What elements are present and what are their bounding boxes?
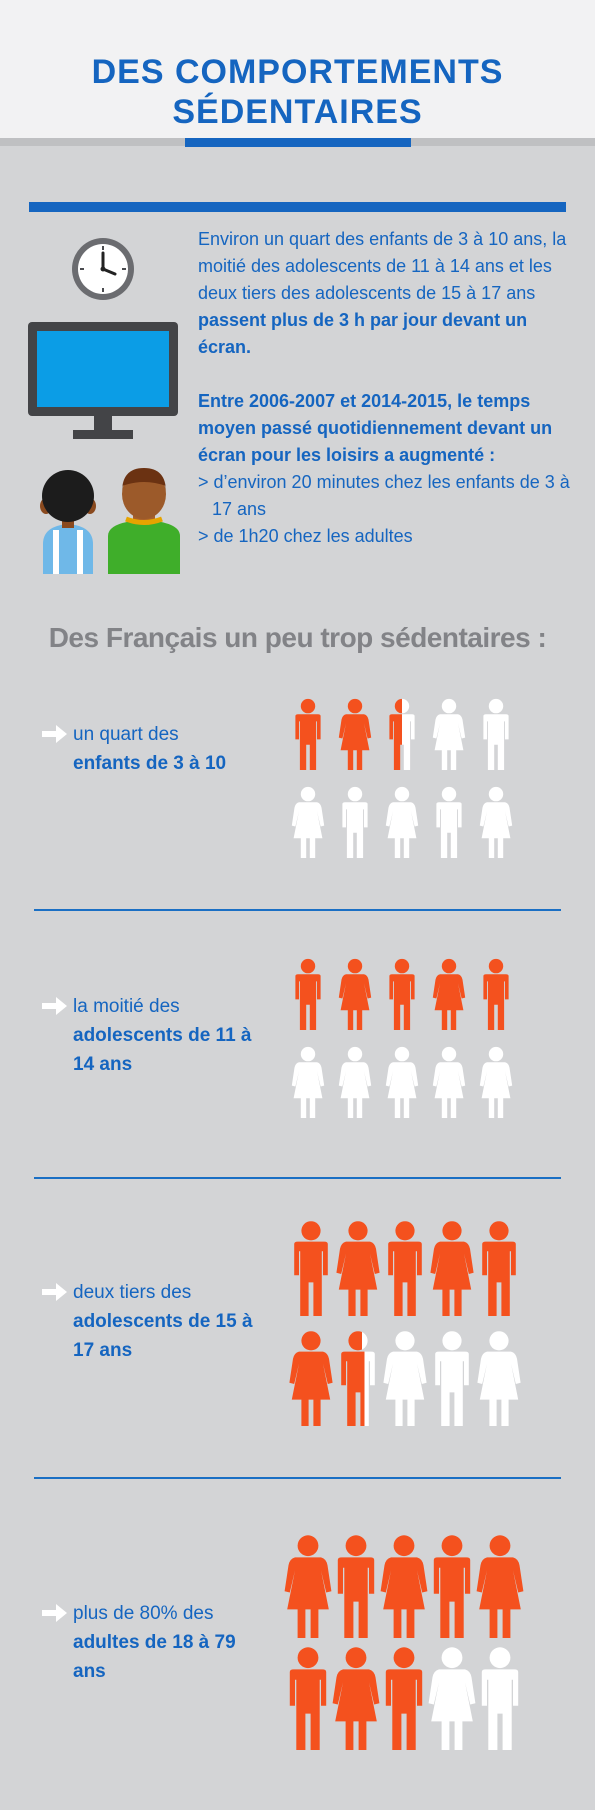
person-male-icon	[483, 698, 509, 770]
clock-icon	[72, 238, 134, 300]
person-female-icon	[476, 1535, 524, 1638]
stat-label-adults: plus de 80% des adultes de 18 à 79 ans	[42, 1599, 262, 1686]
person-female-icon	[338, 958, 372, 1030]
stat-text: deux tiers des adolescents de 15 à 17 ans	[73, 1278, 262, 1365]
arrow-right-icon	[42, 997, 67, 1015]
intro-p1-bold: passent plus de 3 h par jour devant un é…	[198, 310, 528, 357]
header-band	[0, 0, 595, 140]
arrow-right-icon	[42, 1604, 67, 1622]
person-male-icon	[481, 1647, 519, 1750]
person-male-icon	[482, 1221, 516, 1316]
person-female-icon	[332, 1647, 380, 1750]
people-grid-teens-11-14	[291, 958, 513, 1118]
arrow-right-icon	[42, 725, 67, 743]
intro-p2-bold: Entre 2006-2007 et 2014-2015, le temps m…	[198, 391, 553, 465]
person-female-icon	[380, 1535, 428, 1638]
person-female-icon	[385, 1046, 419, 1118]
person-female-icon	[432, 958, 466, 1030]
person-female-icon	[428, 1647, 476, 1750]
stat-label-teens-15-17: deux tiers des adolescents de 15 à 17 ans	[42, 1278, 262, 1365]
intro-p1-plain: Environ un quart des enfants de 3 à 10 a…	[198, 229, 567, 303]
person-male-icon	[435, 1331, 469, 1426]
person-female-icon	[432, 1046, 466, 1118]
person-male-icon	[389, 958, 415, 1030]
person-female-icon	[336, 1221, 380, 1316]
stat-bold: adultes de 18 à 79 ans	[73, 1632, 236, 1682]
page-title: DES COMPORTEMENTS SÉDENTAIRES	[0, 52, 595, 132]
person-female-icon	[289, 1331, 333, 1426]
stat-bold: enfants de 3 à 10	[73, 753, 227, 774]
person-male-icon	[294, 1221, 328, 1316]
person-female-icon	[479, 1046, 513, 1118]
monitor-icon	[28, 322, 178, 439]
person-female-icon	[383, 1331, 427, 1426]
section-heading: Des Français un peu trop sédentaires :	[48, 622, 547, 653]
person-female-icon	[284, 1535, 332, 1638]
person-female-icon	[338, 1046, 372, 1118]
stat-bold: adolescents de 11 à 14 ans	[73, 1025, 252, 1075]
person-male-icon	[433, 1535, 471, 1638]
title-line-1: DES COMPORTEMENTS	[91, 53, 504, 91]
stat-line: plus de 80% des	[73, 1603, 214, 1624]
intro-rule	[29, 202, 566, 212]
stat-bold: adolescents de 15 à 17 ans	[73, 1311, 253, 1361]
intro-paragraph-2: Entre 2006-2007 et 2014-2015, le temps m…	[198, 388, 573, 469]
person-female-icon	[338, 698, 372, 770]
person-female-icon	[479, 786, 513, 858]
person-male-icon	[389, 698, 415, 770]
stat-label-teens-11-14: la moitié des adolescents de 11 à 14 ans	[42, 992, 262, 1079]
people-grid-children	[291, 698, 513, 858]
section-divider	[34, 909, 561, 911]
stat-line: deux tiers des	[73, 1282, 192, 1303]
stat-line: un quart des	[73, 724, 179, 745]
person-female-icon	[291, 1046, 325, 1118]
person-male-icon	[342, 786, 368, 858]
person-female-icon	[385, 786, 419, 858]
intro-text: Environ un quart des enfants de 3 à 10 a…	[198, 226, 573, 550]
title-underline	[185, 138, 411, 147]
person-male-icon	[436, 786, 462, 858]
intro-list: > d’environ 20 minutes chez les enfants …	[198, 469, 573, 550]
person-male-icon	[385, 1647, 423, 1750]
person-female-icon	[432, 698, 466, 770]
children-icon	[40, 468, 180, 574]
people-grid-teens-15-17	[289, 1221, 521, 1426]
title-line-2: SÉDENTAIRES	[172, 93, 423, 131]
arrow-right-icon	[42, 1283, 67, 1301]
section-divider	[34, 1477, 561, 1479]
stat-text: un quart des enfants de 3 à 10	[73, 720, 262, 778]
person-male-icon	[289, 1647, 327, 1750]
person-male-icon	[337, 1535, 375, 1638]
people-grid-adults	[284, 1535, 524, 1750]
stat-text: la moitié des adolescents de 11 à 14 ans	[73, 992, 262, 1079]
person-male-icon	[388, 1221, 422, 1316]
person-male-icon	[295, 958, 321, 1030]
person-male-icon	[341, 1331, 375, 1426]
stat-text: plus de 80% des adultes de 18 à 79 ans	[73, 1599, 262, 1686]
intro-paragraph-1: Environ un quart des enfants de 3 à 10 a…	[198, 226, 573, 361]
person-male-icon	[483, 958, 509, 1030]
person-male-icon	[295, 698, 321, 770]
intro-list-item: > de 1h20 chez les adultes	[198, 526, 413, 546]
intro-list-item: > d’environ 20 minutes chez les enfants …	[198, 472, 570, 519]
stat-label-children: un quart des enfants de 3 à 10	[42, 720, 262, 778]
person-female-icon	[291, 786, 325, 858]
section-divider	[34, 1177, 561, 1179]
person-female-icon	[430, 1221, 474, 1316]
person-female-icon	[477, 1331, 521, 1426]
stat-line: la moitié des	[73, 996, 180, 1017]
